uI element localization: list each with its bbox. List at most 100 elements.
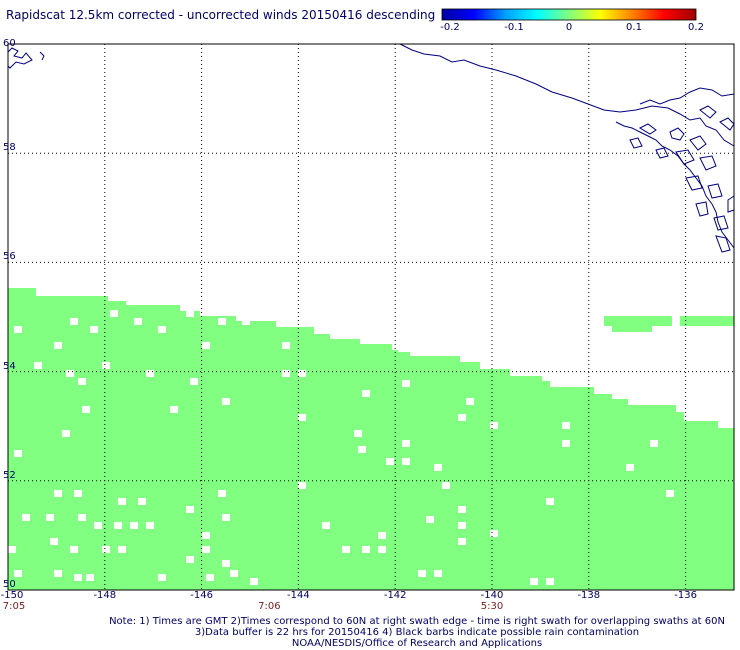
missing-cell: [74, 490, 82, 497]
missing-cell: [298, 414, 306, 421]
missing-cell: [458, 506, 466, 513]
longitude-label: -138: [577, 590, 601, 601]
missing-cell: [322, 522, 330, 529]
latitude-label: 52: [3, 469, 16, 481]
missing-cell: [546, 578, 554, 585]
coastline: [7, 43, 735, 253]
missing-cell: [78, 514, 86, 521]
missing-cell: [146, 370, 154, 377]
missing-cell: [250, 578, 258, 585]
missing-cell: [442, 482, 450, 489]
missing-cell: [54, 490, 62, 497]
missing-cell: [222, 560, 230, 567]
colorbar: [441, 8, 697, 21]
missing-cell: [282, 342, 290, 349]
longitude-label: -142: [383, 590, 407, 601]
coastline-segment: [685, 175, 703, 191]
missing-cell: [86, 574, 94, 581]
missing-cell: [546, 498, 554, 505]
missing-cell: [650, 440, 658, 447]
missing-cell: [362, 390, 370, 397]
missing-cell: [74, 574, 82, 581]
coastline-segment: [638, 123, 657, 135]
map-title: Rapidscat 12.5km corrected - uncorrected…: [6, 8, 436, 22]
missing-cell: [134, 318, 142, 325]
missing-cell: [386, 458, 394, 465]
missing-cell: [34, 362, 42, 369]
coastline-segment: [639, 87, 735, 105]
missing-cell: [354, 430, 362, 437]
coastline-segment: [629, 137, 643, 149]
swath-fragment: [604, 316, 672, 326]
missing-cell: [102, 546, 110, 553]
colorbar-tick: 0.2: [688, 22, 704, 33]
missing-cell: [402, 458, 410, 465]
missing-cell: [70, 318, 78, 325]
missing-cell: [146, 522, 154, 529]
latitude-label: 50: [3, 579, 16, 590]
footnote-line-1: Note: 1) Times are GMT 2)Times correspon…: [109, 616, 725, 627]
swath-fragment: [680, 316, 734, 326]
missing-cell: [218, 318, 226, 325]
colorbar-tick: -0.2: [440, 22, 460, 33]
missing-cell: [70, 546, 78, 553]
latitude-label: 58: [3, 142, 16, 154]
missing-cell: [222, 514, 230, 521]
missing-cell: [118, 546, 126, 553]
missing-cell: [90, 326, 98, 333]
missing-cell: [358, 446, 366, 453]
missing-cell: [418, 570, 426, 577]
missing-cell: [298, 370, 306, 377]
missing-cell: [466, 398, 474, 405]
coastline-segment: [669, 127, 685, 141]
missing-cell: [78, 378, 86, 385]
coastline-segment: [713, 215, 729, 231]
missing-cell: [562, 422, 570, 429]
coastline-segment: [715, 235, 731, 253]
missing-cell: [110, 310, 118, 317]
longitude-label: -144: [287, 590, 310, 601]
longitude-label: -136: [674, 590, 697, 601]
missing-cell: [170, 406, 178, 413]
coastline-segment: [7, 47, 33, 69]
footnote-line-3: NOAA/NESDIS/Office of Research and Appli…: [291, 638, 543, 649]
coastline-segment: [399, 43, 735, 147]
missing-cell: [14, 570, 22, 577]
longitude-label: -146: [190, 590, 213, 601]
missing-cell: [14, 326, 22, 333]
missing-cell: [202, 546, 210, 553]
missing-cell: [458, 538, 466, 545]
missing-cell: [626, 464, 634, 471]
missing-cell: [54, 570, 62, 577]
longitude-label: -140: [480, 590, 504, 601]
coastline-segment: [39, 51, 45, 61]
missing-cell: [130, 522, 138, 529]
missing-cell: [54, 342, 62, 349]
longitude-label: -148: [93, 590, 117, 601]
coastline-segment: [699, 155, 717, 171]
graticule: [8, 44, 734, 590]
missing-cell: [62, 430, 70, 437]
missing-cell: [426, 516, 434, 523]
missing-cell: [458, 414, 466, 421]
missing-cell: [530, 578, 538, 585]
coastline-segment: [675, 149, 695, 165]
missing-cell: [186, 506, 194, 513]
missing-cell: [402, 440, 410, 447]
missing-cell: [14, 450, 22, 457]
missing-cell: [66, 370, 74, 377]
missing-cell: [118, 498, 126, 505]
missing-cell: [8, 546, 16, 553]
colorbar-tick: 0.1: [626, 22, 642, 33]
missing-cell: [378, 546, 386, 553]
map-frame: [7, 43, 735, 591]
missing-cell: [202, 342, 210, 349]
missing-cell: [114, 522, 122, 529]
missing-cell: [202, 532, 210, 539]
missing-cell: [186, 556, 194, 563]
colorbar-tick: -0.1: [504, 22, 524, 33]
longitude-label: -150: [0, 590, 24, 601]
missing-cell: [102, 362, 110, 369]
missing-cell: [458, 522, 466, 529]
missing-cell: [222, 398, 230, 405]
